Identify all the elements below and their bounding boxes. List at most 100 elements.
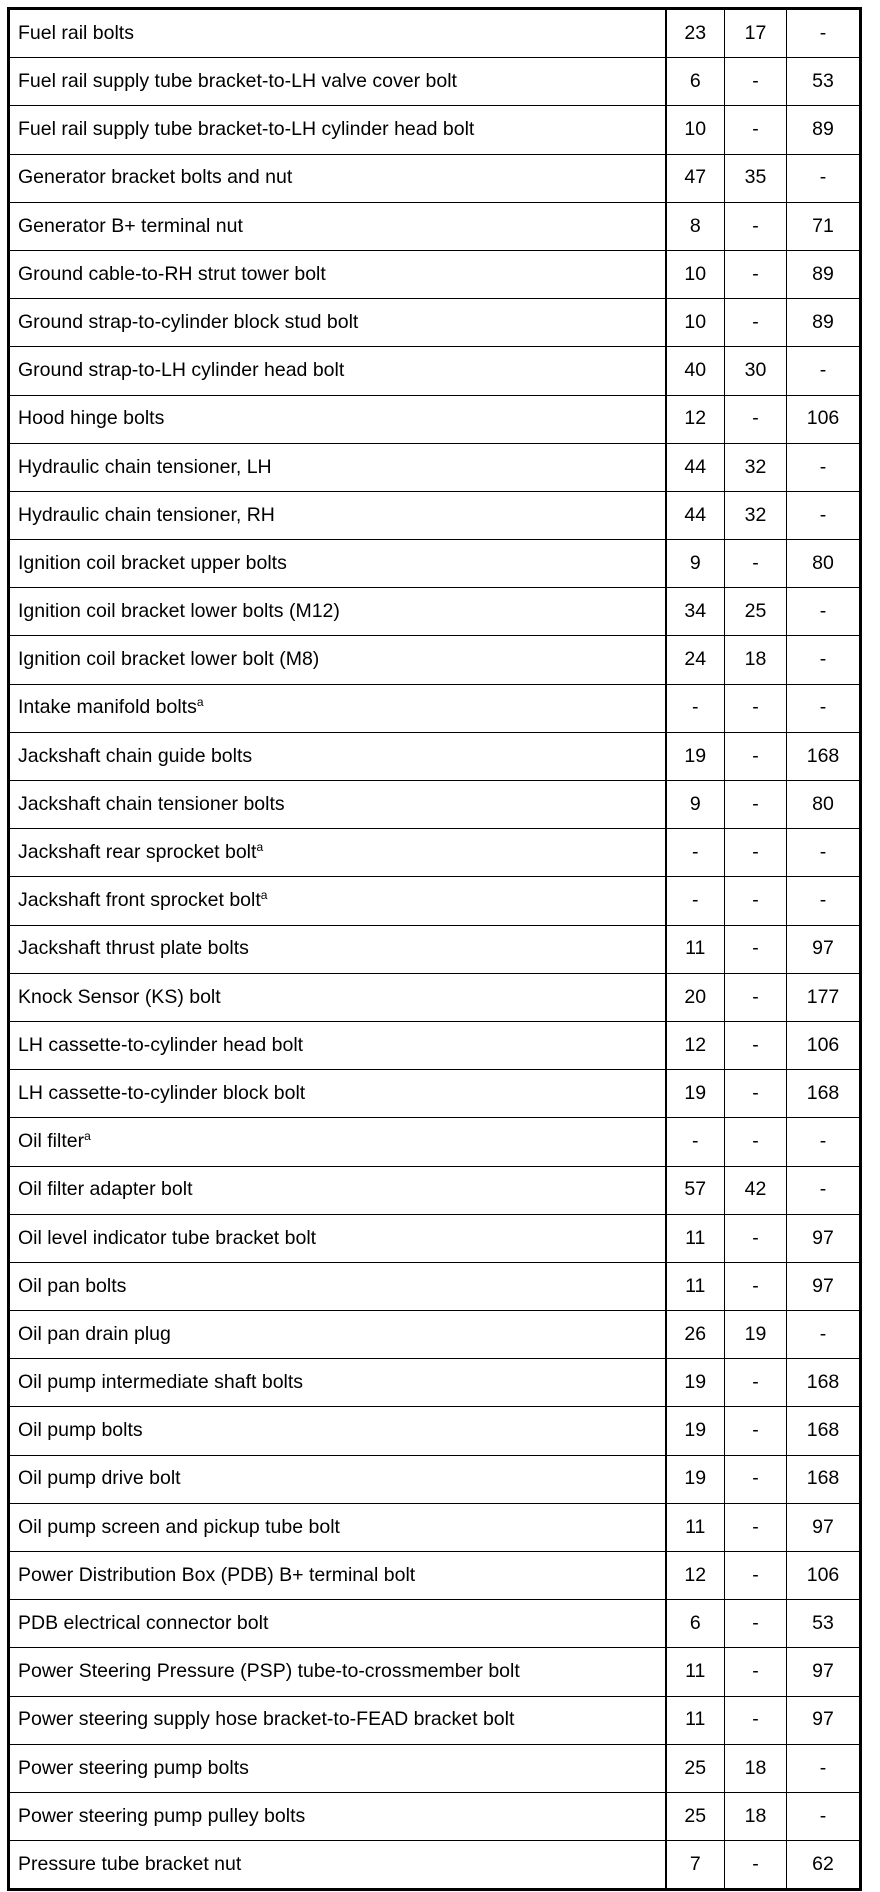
value-lbin: -: [786, 153, 861, 203]
value-lbft: -: [724, 1502, 787, 1553]
component-name-text: Ground strap-to-LH cylinder head bolt: [18, 359, 345, 382]
table-row: Intake manifold boltsa - - -: [8, 683, 861, 733]
footnote-marker: a: [84, 1129, 91, 1144]
component-name: Generator B+ terminal nut: [8, 201, 667, 251]
table-row: Jackshaft chain tensioner bolts 9-80: [8, 779, 861, 830]
table-row: Hood hinge bolts 12-106: [8, 394, 861, 444]
value-nm: 20: [665, 972, 725, 1022]
component-name-text: Ignition coil bracket upper bolts: [18, 551, 287, 574]
value-nm: 12: [665, 1550, 725, 1601]
table-row: LH cassette-to-cylinder head bolt 12-106: [8, 1020, 861, 1071]
component-name-text: Power Distribution Box (PDB) B+ terminal…: [18, 1563, 416, 1586]
value-nm: 9: [665, 779, 725, 830]
component-name: Hood hinge bolts: [8, 394, 667, 444]
component-name: Oil pump intermediate shaft bolts: [8, 1358, 667, 1408]
value-nm: 44: [665, 490, 725, 541]
table-row: Jackshaft thrust plate bolts 11-97: [8, 924, 861, 974]
value-lbin: 62: [786, 1840, 861, 1891]
value-nm: 23: [665, 7, 725, 59]
value-lbin: 177: [786, 972, 861, 1022]
table-row: Fuel rail supply tube bracket-to-LH valv…: [8, 57, 861, 107]
value-nm: 6: [665, 1599, 725, 1649]
component-name: Ignition coil bracket lower bolts (M12): [8, 587, 667, 637]
component-name-text: Fuel rail supply tube bracket-to-LH valv…: [18, 70, 457, 93]
component-name-text: Power steering pump bolts: [18, 1756, 249, 1779]
table-row: Power steering pump bolts 25 18-: [8, 1743, 861, 1793]
value-lbft: 32: [724, 442, 787, 492]
value-nm: 11: [665, 1261, 725, 1312]
component-name-text: Power steering pump pulley bolts: [18, 1804, 306, 1827]
table-row: Ground strap-to-LH cylinder head bolt 40 3…: [8, 346, 861, 396]
component-name-text: Oil level indicator tube bracket bolt: [18, 1226, 317, 1249]
value-lbin: 168: [786, 1358, 861, 1408]
value-nm: 19: [665, 1406, 725, 1456]
component-name-text: Oil pump drive bolt: [18, 1467, 181, 1490]
component-name-text: PDB electrical connector bolt: [18, 1612, 269, 1635]
component-name-text: LH cassette-to-cylinder head bolt: [18, 1033, 304, 1056]
value-lbft: -: [724, 1261, 787, 1312]
component-name-text: Power Steering Pressure (PSP) tube-to-cr…: [18, 1660, 520, 1683]
value-nm: 9: [665, 539, 725, 589]
component-name: Power Distribution Box (PDB) B+ terminal…: [8, 1550, 667, 1601]
value-lbft: -: [724, 924, 787, 974]
torque-specifications-table: Fuel rail bolts 23 17 - Fuel rail supply tub…: [7, 7, 862, 1892]
component-name: Generator bracket bolts and nut: [8, 153, 667, 203]
component-name: Power steering pump bolts: [8, 1743, 667, 1793]
value-lbft: -: [724, 683, 787, 733]
component-name-text: Hood hinge bolts: [18, 407, 165, 430]
value-lbin: -: [786, 490, 861, 541]
table-row: Power steering supply hose bracket-to-FE…: [8, 1695, 861, 1745]
table-row: Ignition coil bracket lower bolt (M8) 24 1…: [8, 635, 861, 685]
value-lbin: 53: [786, 57, 861, 107]
component-name-text: Oil pan drain plug: [18, 1322, 171, 1345]
table-row: Ground cable-to-RH strut tower bolt 10-89: [8, 249, 861, 300]
value-lbin: -: [786, 442, 861, 492]
value-lbin: 168: [786, 1069, 861, 1119]
value-lbft: -: [724, 876, 787, 926]
value-nm: 11: [665, 924, 725, 974]
component-name: Power Steering Pressure (PSP) tube-to-cr…: [8, 1647, 667, 1697]
component-name-text: Pressure tube bracket nut: [18, 1852, 242, 1875]
component-name-text: Intake manifold bolts: [18, 696, 197, 719]
component-name: Hydraulic chain tensioner, RH: [8, 490, 667, 541]
value-nm: 11: [665, 1502, 725, 1553]
value-nm: 40: [665, 346, 725, 396]
value-lbin: 97: [786, 1261, 861, 1312]
value-lbin: -: [786, 1117, 861, 1167]
table-row: Oil level indicator tube bracket bolt 11-…: [8, 1213, 861, 1263]
value-nm: 19: [665, 731, 725, 782]
table-row: Oil pan bolts 11-97: [8, 1261, 861, 1312]
value-nm: 44: [665, 442, 725, 492]
component-name: LH cassette-to-cylinder block bolt: [8, 1069, 667, 1119]
value-lbin: 168: [786, 1406, 861, 1456]
value-nm: -: [665, 828, 725, 878]
component-name-text: LH cassette-to-cylinder block bolt: [18, 1081, 306, 1104]
value-nm: 11: [665, 1213, 725, 1263]
component-name: Fuel rail supply tube bracket-to-LH cyli…: [8, 105, 667, 155]
value-lbft: 18: [724, 635, 787, 685]
footnote-marker: a: [196, 695, 204, 710]
value-lbft: 30: [724, 346, 787, 396]
value-lbin: -: [786, 1310, 861, 1360]
component-name: Jackshaft chain tensioner bolts: [8, 779, 667, 830]
value-nm: 7: [665, 1840, 725, 1891]
component-name: Oil pump bolts: [8, 1406, 667, 1456]
component-name-text: Hydraulic chain tensioner, LH: [18, 455, 272, 478]
value-nm: 24: [665, 635, 725, 685]
component-name: Ignition coil bracket upper bolts: [8, 539, 667, 589]
component-name-text: Generator bracket bolts and nut: [18, 166, 293, 189]
component-name-text: Oil filter: [18, 1130, 85, 1153]
component-name-text: Ground strap-to-cylinder block stud bolt: [18, 310, 359, 333]
value-lbin: 53: [786, 1599, 861, 1649]
value-lbin: -: [786, 587, 861, 637]
value-lbin: 97: [786, 1695, 861, 1745]
value-lbin: 97: [786, 1213, 861, 1263]
table-body: Fuel rail bolts 23 17 - Fuel rail supply tub…: [8, 7, 861, 1891]
table-row: Power Distribution Box (PDB) B+ terminal…: [8, 1550, 861, 1601]
component-name: Oil pump drive bolt: [8, 1454, 667, 1504]
component-name-text: Knock Sensor (KS) bolt: [18, 985, 221, 1008]
value-lbft: -: [724, 1647, 787, 1697]
value-nm: 8: [665, 201, 725, 251]
value-nm: 6: [665, 57, 725, 107]
value-lbft: -: [724, 1454, 787, 1504]
